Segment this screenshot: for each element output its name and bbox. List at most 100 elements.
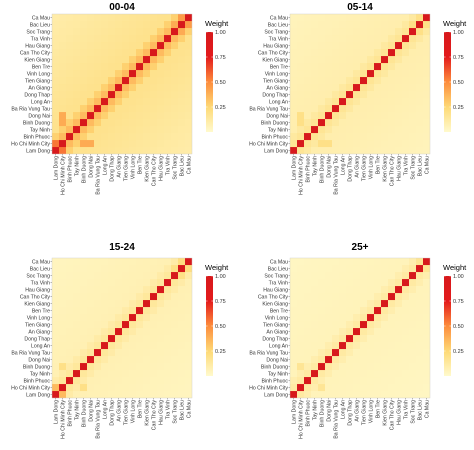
heatmap-cell — [346, 84, 354, 92]
heatmap-cell — [325, 28, 333, 36]
heatmap-cell — [150, 112, 158, 120]
heatmap-cell — [101, 377, 109, 385]
heatmap-cell — [136, 21, 144, 29]
heatmap-cell — [381, 84, 389, 92]
heatmap-cell — [94, 147, 102, 155]
heatmap-cell — [157, 105, 165, 113]
heatmap-cell — [122, 14, 130, 22]
heatmap-cell — [150, 147, 158, 155]
heatmap-cell — [297, 363, 305, 371]
heatmap-cell — [304, 140, 312, 148]
heatmap-cell — [171, 147, 179, 155]
heatmap-cell — [115, 126, 123, 134]
heatmap-cell — [143, 63, 151, 71]
heatmap-cell — [290, 49, 298, 57]
heatmap-cell — [52, 377, 60, 385]
y-tick-label: Ca Mau — [270, 15, 288, 21]
heatmap-cell — [143, 14, 151, 22]
x-tick-label: Lam Dong — [291, 156, 297, 180]
heatmap-cell — [346, 112, 354, 120]
y-tick-label: Dong Thap — [262, 92, 288, 98]
heatmap-cell — [339, 91, 347, 99]
heatmap-cell — [332, 77, 340, 85]
x-tick-label: Dong Thap — [347, 400, 353, 426]
x-tick-label: Dong Thap — [347, 156, 353, 182]
heatmap-cell — [297, 112, 305, 120]
heatmap-cell — [402, 126, 410, 134]
heatmap-cell — [136, 98, 144, 106]
heatmap-cell — [416, 363, 424, 371]
heatmap-cell — [325, 384, 333, 392]
y-tick-label: Tra Vinh — [31, 280, 50, 286]
heatmap-cell — [108, 279, 116, 287]
heatmap-cell — [388, 105, 396, 113]
heatmap-cell — [367, 147, 375, 155]
heatmap-cell — [52, 28, 60, 36]
heatmap-cell — [402, 314, 410, 322]
heatmap-cell — [395, 377, 403, 385]
y-tick-label: Kien Giang — [262, 57, 288, 63]
heatmap-cell — [374, 91, 382, 99]
heatmap-cell — [66, 105, 74, 113]
x-tick-label: Ho Chi Minh City — [60, 156, 66, 195]
heatmap-cell — [94, 28, 102, 36]
heatmap-cell — [178, 35, 186, 43]
heatmap-cell — [332, 42, 340, 50]
heatmap-cell — [94, 119, 102, 127]
heatmap-cell — [52, 14, 60, 22]
heatmap-cell — [136, 279, 144, 287]
heatmap-cell — [318, 133, 326, 141]
y-tick-label: Vinh Long — [265, 71, 288, 77]
heatmap-cell — [409, 342, 417, 350]
x-tick-label: Binh Phuoc — [67, 400, 73, 427]
heatmap-cell — [381, 70, 389, 78]
heatmap-cell — [367, 70, 375, 78]
heatmap-cell — [150, 126, 158, 134]
heatmap-cell — [80, 279, 88, 287]
heatmap-cell — [171, 119, 179, 127]
heatmap-cell — [311, 307, 319, 315]
heatmap-cell — [332, 272, 340, 280]
x-tick-label: An Giang — [354, 156, 360, 178]
heatmap-cell — [59, 84, 67, 92]
y-tick-label: Ba Ria Vung Tau — [249, 350, 288, 356]
heatmap-cell — [143, 328, 151, 336]
heatmap-cell — [129, 391, 137, 399]
heatmap-cell — [318, 391, 326, 399]
heatmap-cell — [325, 42, 333, 50]
heatmap-cell — [381, 349, 389, 357]
heatmap-cell — [353, 279, 361, 287]
heatmap-cell — [150, 133, 158, 141]
heatmap-cell — [87, 321, 95, 329]
heatmap-cell — [367, 356, 375, 364]
heatmap-cell — [332, 28, 340, 36]
heatmap-cell — [409, 147, 417, 155]
heatmap-cell — [332, 21, 340, 29]
heatmap-cell — [318, 77, 326, 85]
heatmap-cell — [80, 335, 88, 343]
heatmap-cell — [311, 328, 319, 336]
x-tick-label: Dong Thap — [109, 156, 115, 182]
heatmap-cell — [290, 370, 298, 378]
heatmap-cell — [66, 112, 74, 120]
heatmap-cell — [290, 63, 298, 71]
heatmap-cell — [409, 35, 417, 43]
heatmap-cell — [143, 133, 151, 141]
heatmap-cell — [80, 70, 88, 78]
heatmap-cell — [164, 63, 172, 71]
heatmap-cell — [164, 140, 172, 148]
heatmap-cell — [339, 279, 347, 287]
y-tick-label: Ben Tre — [32, 64, 50, 70]
heatmap-cell — [101, 63, 109, 71]
heatmap-cell — [157, 112, 165, 120]
heatmap-cell — [311, 35, 319, 43]
y-tick-label: Hau Giang — [263, 287, 288, 293]
heatmap-cell — [388, 321, 396, 329]
heatmap-cell — [381, 49, 389, 57]
heatmap-cell — [136, 286, 144, 294]
heatmap-cell — [374, 105, 382, 113]
heatmap-cell — [94, 21, 102, 29]
heatmap-cell — [311, 147, 319, 155]
heatmap-cell — [94, 265, 102, 273]
heatmap-cell — [339, 147, 347, 155]
